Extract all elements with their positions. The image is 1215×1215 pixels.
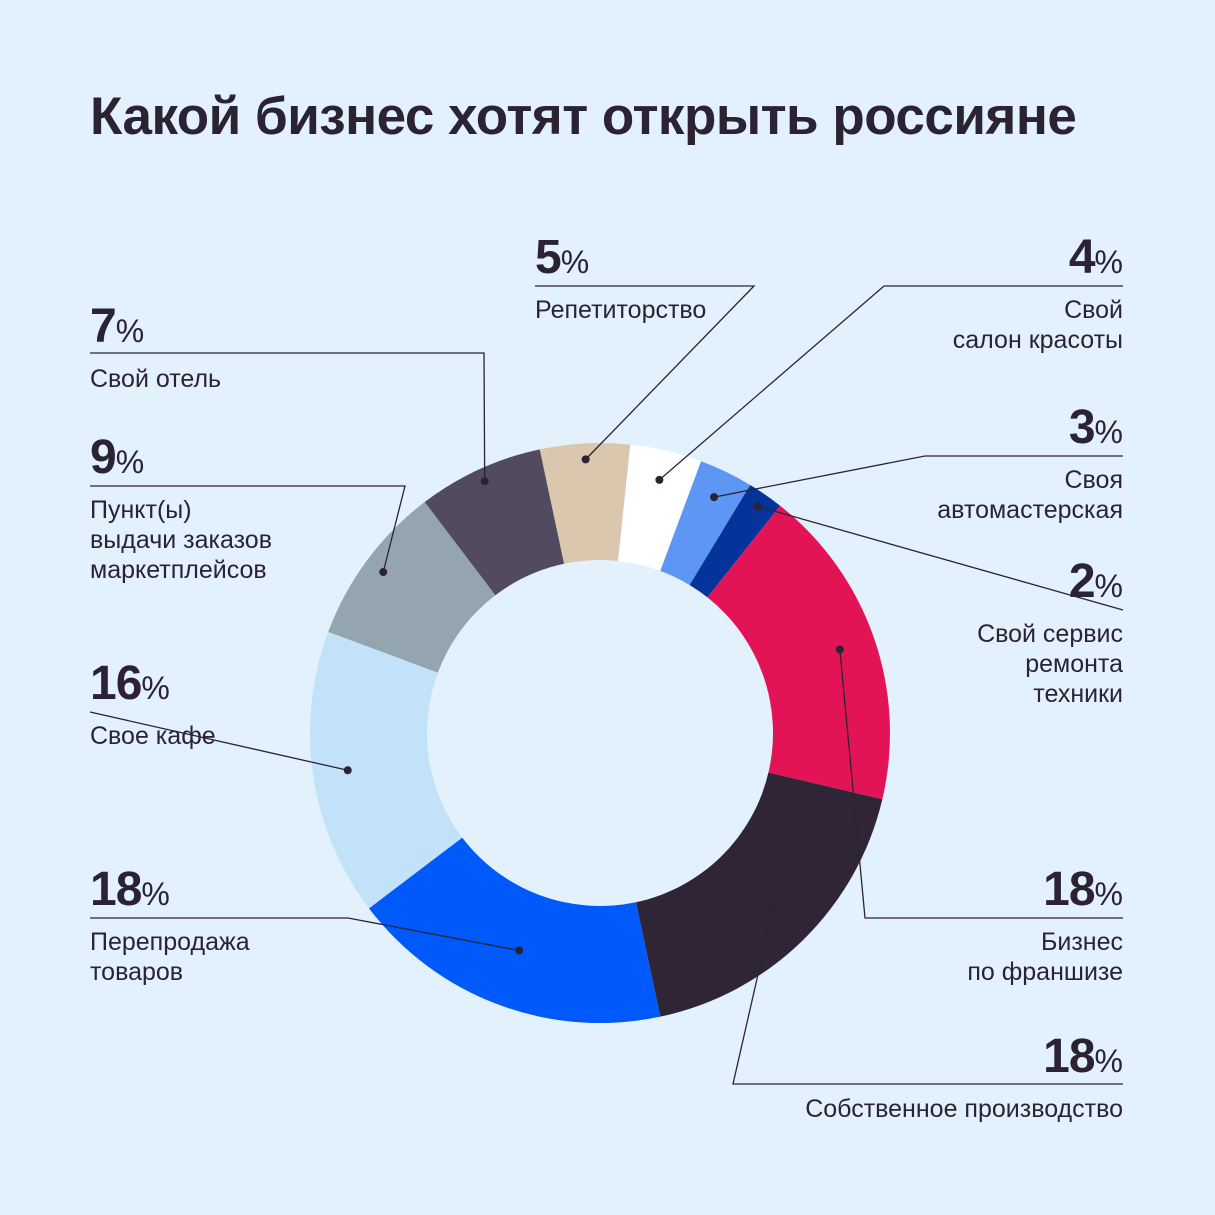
- label-pickup-points-value: 9%: [90, 431, 145, 484]
- leader-repair-service-dot: [753, 502, 762, 511]
- label-franchise-text: Бизнес по франшизе: [967, 928, 1123, 986]
- label-resale-value: 18%: [90, 863, 170, 916]
- leader-own-production-dot: [768, 905, 777, 914]
- label-cafe-text: Свое кафе: [90, 722, 216, 750]
- label-resale: 18% Перепродажа товаров: [90, 865, 510, 987]
- slice-own-production: [635, 772, 883, 1017]
- leader-beauty-salon: [658, 285, 1123, 481]
- donut-slices: [310, 443, 890, 1023]
- slice-cafe: [310, 631, 463, 909]
- label-beauty-salon-value: 4%: [1068, 231, 1123, 284]
- slice-car-workshop: [660, 461, 751, 586]
- label-hotel-value: 7%: [90, 300, 145, 353]
- leader-car-workshop-dot: [710, 493, 719, 502]
- leader-car-workshop: [713, 455, 1123, 498]
- slice-franchise: [707, 505, 890, 800]
- label-franchise: 18% Бизнес по франшизе: [703, 865, 1123, 987]
- leader-cafe: [89, 711, 348, 771]
- leader-hotel: [90, 352, 486, 482]
- leader-hotel-dot: [480, 477, 489, 486]
- leader-own-production: [732, 909, 1123, 1085]
- slice-tutoring: [539, 443, 631, 564]
- leader-pickup-points: [90, 485, 406, 573]
- slice-beauty-salon: [618, 444, 702, 571]
- label-franchise-value: 18%: [1043, 863, 1123, 916]
- label-car-workshop-value: 3%: [1068, 401, 1123, 454]
- label-pickup-points-text: Пункт(ы) выдачи заказов маркетплейсов: [90, 496, 272, 584]
- slice-resale: [369, 837, 661, 1023]
- slice-repair-service: [689, 484, 781, 598]
- label-tutoring-text: Репетиторство: [535, 296, 707, 324]
- leader-repair-service: [757, 505, 1124, 611]
- label-repair-service-text: Свой сервис ремонта техники: [977, 620, 1123, 708]
- label-tutoring: 5% Репетиторство: [535, 233, 955, 325]
- chart-title: Какой бизнес хотят открыть россияне: [90, 87, 1077, 146]
- leader-beauty-salon-dot: [655, 475, 664, 484]
- leader-franchise: [839, 649, 1123, 919]
- label-car-workshop-text: Своя автомастерская: [937, 466, 1123, 524]
- label-car-workshop: 3% Своя автомастерская: [703, 403, 1123, 525]
- leader-cafe-dot: [343, 766, 352, 775]
- leader-resale: [90, 917, 520, 952]
- label-resale-text: Перепродажа товаров: [90, 928, 250, 986]
- label-pickup-points: 9% Пункт(ы) выдачи заказов маркетплейсов: [90, 433, 510, 585]
- label-own-production: 18% Собственное производство: [703, 1032, 1123, 1124]
- leader-franchise-dot: [835, 645, 844, 654]
- leader-lines: [89, 285, 1124, 1085]
- label-cafe: 16% Свое кафе: [90, 659, 510, 751]
- label-beauty-salon: 4% Свой салон красоты: [703, 233, 1123, 355]
- label-own-production-text: Собственное производство: [805, 1095, 1123, 1123]
- leader-resale-dot: [515, 946, 524, 955]
- leader-tutoring-dot: [581, 455, 590, 464]
- leader-tutoring: [535, 285, 756, 460]
- label-repair-service-value: 2%: [1068, 555, 1123, 608]
- label-cafe-value: 16%: [90, 657, 170, 710]
- leader-pickup-points-dot: [379, 568, 388, 577]
- label-hotel-text: Свой отель: [90, 365, 222, 393]
- slice-pickup-points: [328, 502, 496, 673]
- slice-hotel: [424, 449, 565, 596]
- label-hotel: 7% Свой отель: [90, 302, 510, 394]
- label-beauty-salon-text: Свой салон красоты: [952, 296, 1123, 354]
- label-tutoring-value: 5%: [535, 231, 590, 284]
- label-repair-service: 2% Свой сервис ремонта техники: [703, 557, 1123, 709]
- label-own-production-value: 18%: [1043, 1030, 1123, 1083]
